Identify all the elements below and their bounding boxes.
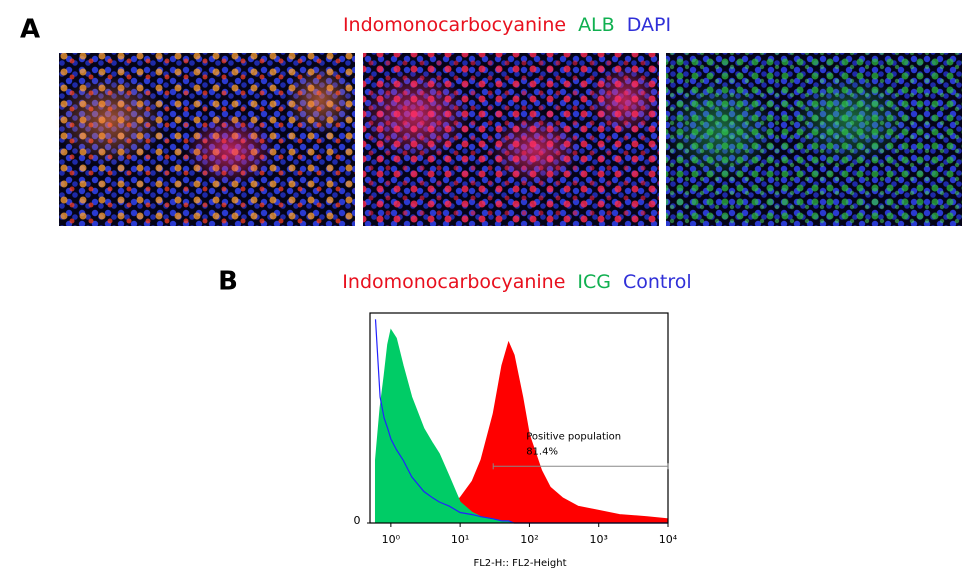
- x-tick-label: 10⁴: [659, 533, 678, 546]
- panel-label: B: [218, 267, 238, 297]
- x-axis-label: FL2-H:: FL2-Height: [473, 558, 566, 569]
- histogram: [374, 319, 669, 524]
- legend-entry: ALB: [578, 14, 615, 36]
- micrograph-green: [665, 53, 962, 226]
- x-tick-label: 10²: [520, 533, 538, 546]
- legend-entry: Control: [623, 271, 692, 293]
- y-tick-label: 0: [354, 514, 361, 527]
- panel-legend: Indomonocarbocyanine ICG Control: [342, 271, 691, 293]
- panel-legend: Indomonocarbocyanine ALB DAPI: [343, 14, 671, 36]
- micrograph-red: [360, 53, 660, 226]
- plot-frame: [369, 312, 669, 524]
- x-tick-label: 10¹: [451, 533, 469, 546]
- legend-entry: Indomonocarbocyanine: [343, 14, 566, 36]
- legend-entry: ICG: [577, 271, 611, 293]
- x-tick-label: 10³: [590, 533, 608, 546]
- x-tick-label: 10⁰: [382, 533, 401, 546]
- micrograph-merge: [55, 53, 355, 226]
- gate-label: Positive population: [526, 431, 621, 442]
- gate-percent: 81.4%: [526, 446, 558, 457]
- legend-entry: Indomonocarbocyanine: [342, 271, 565, 293]
- legend-entry: DAPI: [627, 14, 671, 36]
- panel-label: A: [20, 15, 40, 45]
